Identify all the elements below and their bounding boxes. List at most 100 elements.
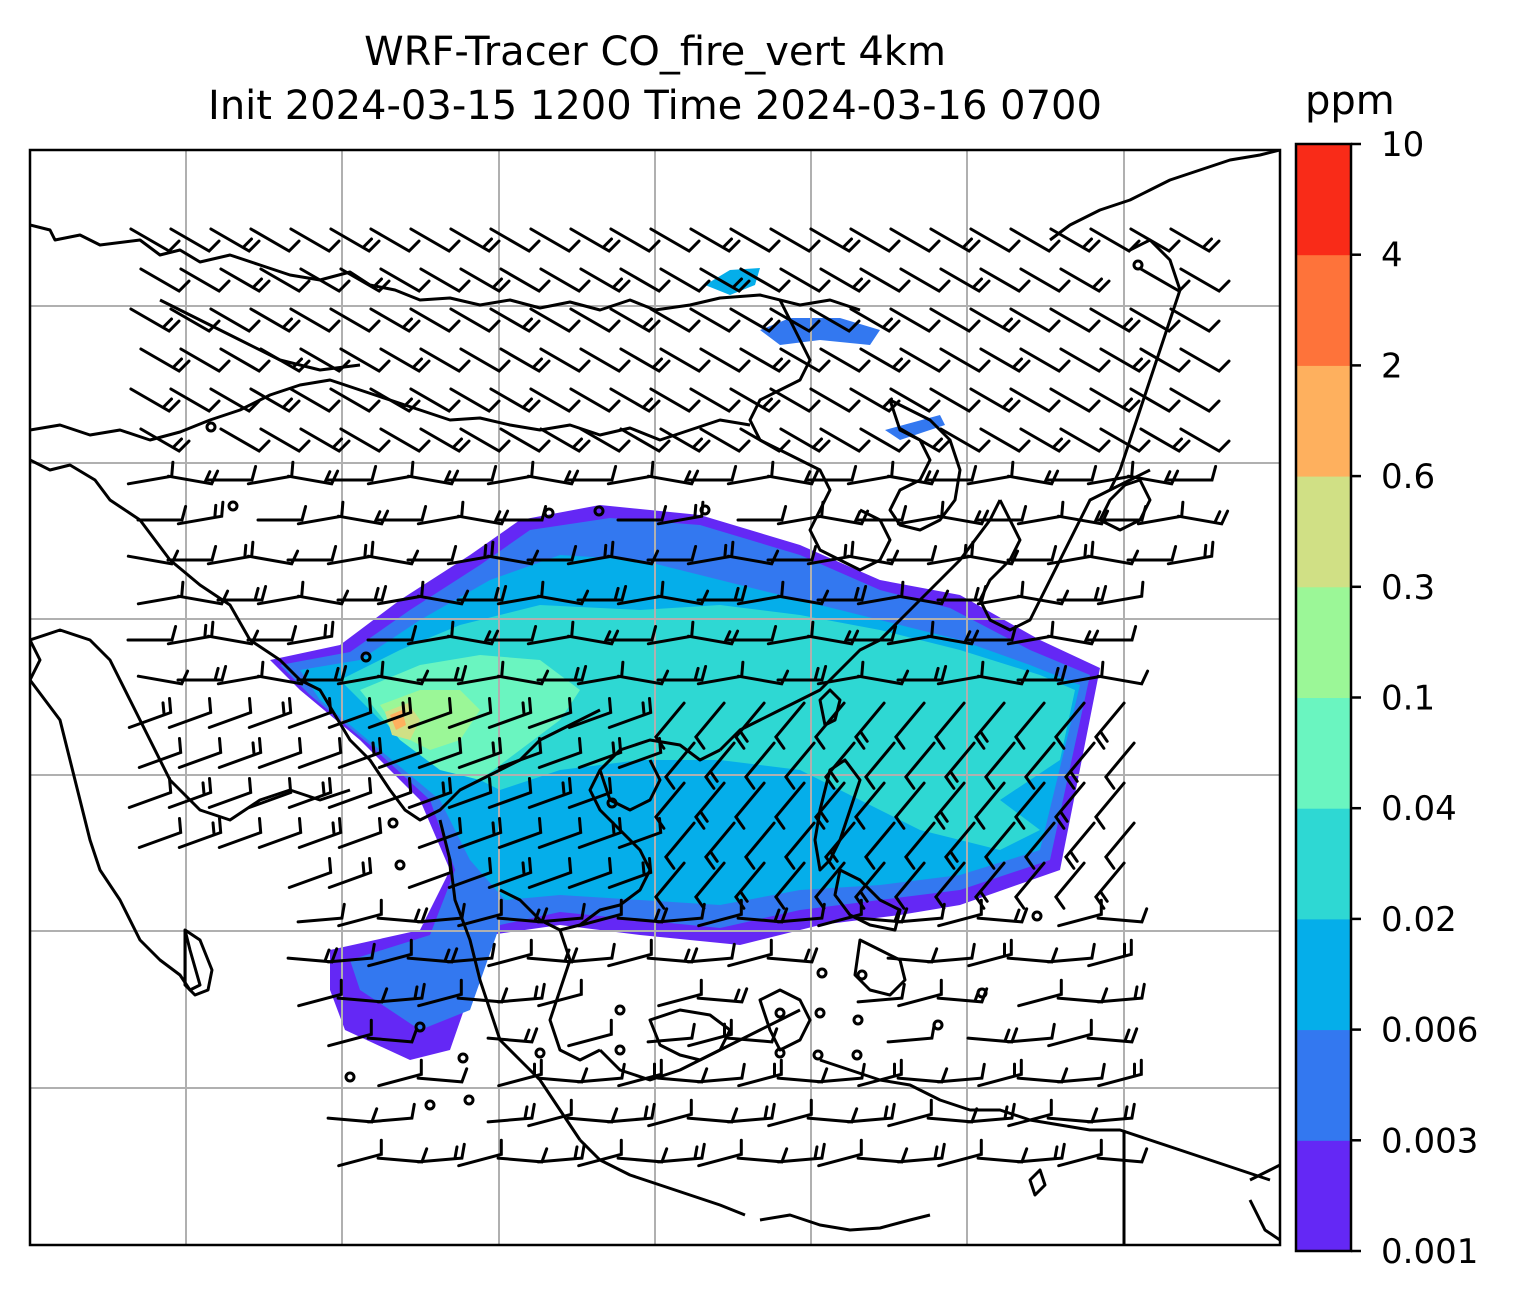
wind-barb	[937, 1138, 983, 1168]
wind-barb	[406, 545, 458, 562]
wind-barb	[739, 267, 791, 293]
wind-barb	[704, 821, 736, 870]
wind-barb	[407, 697, 453, 729]
wind-barb	[984, 821, 1016, 870]
wind-barb	[897, 978, 943, 1008]
wind-barb	[1139, 427, 1191, 453]
wind-barb	[286, 620, 335, 646]
wind-barb	[286, 947, 339, 964]
wind-barb	[1087, 938, 1133, 968]
wind-barb	[299, 427, 351, 453]
wind-barb	[177, 817, 223, 849]
wind-barb	[497, 817, 543, 849]
wind-barb	[857, 1058, 903, 1088]
wind-barb	[1096, 982, 1146, 1004]
wind-barb	[376, 982, 426, 1004]
wind-barb	[127, 777, 173, 809]
wind-barb	[894, 781, 926, 830]
wind-barb	[137, 817, 183, 849]
wind-barb	[487, 938, 533, 968]
wind-barb	[577, 817, 623, 849]
wind-barb	[819, 427, 871, 453]
wind-barb	[1009, 307, 1061, 333]
wind-barb	[529, 307, 581, 333]
wind-barb	[686, 942, 736, 964]
wind-barb	[896, 589, 950, 606]
wind-barb	[1059, 347, 1111, 373]
wind-barb	[579, 347, 631, 373]
wind-barb	[1016, 589, 1070, 606]
wind-barb	[976, 669, 1030, 686]
wind-barb	[889, 387, 941, 413]
wind-barb	[779, 427, 831, 453]
wind-barb	[366, 549, 420, 566]
colorbar-block-4	[1296, 697, 1351, 809]
wind-barb	[496, 982, 546, 1004]
wind-barb	[824, 741, 856, 790]
wind-barb	[934, 781, 966, 830]
wind-barb	[809, 387, 861, 413]
wind-barb	[686, 465, 738, 482]
wind-barb	[339, 427, 391, 453]
wind-barb	[784, 821, 816, 870]
wind-barb	[499, 427, 551, 453]
wind-barb	[934, 861, 966, 910]
wind-barb	[459, 267, 511, 293]
wind-barb	[1059, 427, 1111, 453]
wind-barb	[686, 1107, 739, 1124]
wind-barb	[457, 1138, 503, 1168]
wind-barb	[859, 267, 911, 293]
wind-barbs	[126, 227, 1231, 1168]
wind-barb	[566, 465, 618, 482]
wind-barb	[249, 307, 301, 333]
wind-barb	[936, 509, 990, 526]
wind-barb	[379, 427, 431, 453]
wind-barb	[806, 629, 860, 646]
wind-barb	[449, 227, 501, 253]
colorbar-block-8	[1296, 254, 1351, 366]
wind-barb	[496, 669, 550, 686]
wind-barb	[699, 347, 751, 373]
wind-barb	[649, 227, 701, 253]
wind-barb	[856, 669, 910, 686]
wind-barb	[1096, 1147, 1149, 1164]
wind-barb	[409, 307, 461, 333]
wind-barb	[327, 777, 373, 809]
wind-barb	[659, 427, 711, 453]
wind-barb	[814, 861, 846, 910]
wind-barb	[817, 1138, 863, 1168]
wind-barb	[489, 387, 541, 413]
wind-barb	[1014, 861, 1046, 910]
wind-barb	[329, 307, 381, 333]
wind-barb	[487, 697, 533, 729]
wind-barb	[657, 978, 703, 1008]
wind-barb	[1169, 307, 1221, 333]
wind-barb	[864, 821, 896, 870]
wind-barb	[729, 387, 781, 413]
wind-barb	[1089, 307, 1141, 333]
wind-barb	[1056, 987, 1109, 1004]
wind-barb	[1024, 821, 1056, 870]
wind-barb	[249, 387, 301, 413]
wind-barb	[136, 669, 190, 686]
wind-barb	[137, 737, 183, 769]
wind-barb	[776, 902, 826, 924]
wind-barb	[1019, 267, 1071, 293]
wind-barb	[696, 1062, 746, 1084]
wind-barb	[536, 665, 588, 682]
wind-barb	[726, 549, 780, 566]
wind-barb	[1007, 1098, 1053, 1128]
wind-barb	[1014, 781, 1046, 830]
wind-barb	[974, 701, 1006, 750]
wind-barb	[1179, 347, 1231, 373]
wind-barb	[416, 665, 468, 682]
wind-barb	[809, 227, 861, 253]
wind-barb	[1024, 741, 1056, 790]
wind-barb	[689, 227, 741, 253]
wind-barb	[176, 665, 228, 682]
wind-barb	[606, 1102, 656, 1124]
wind-barb	[1099, 427, 1151, 453]
wind-barb	[776, 589, 830, 606]
plume-north-patch-2	[705, 268, 760, 295]
wind-barb	[849, 307, 901, 333]
